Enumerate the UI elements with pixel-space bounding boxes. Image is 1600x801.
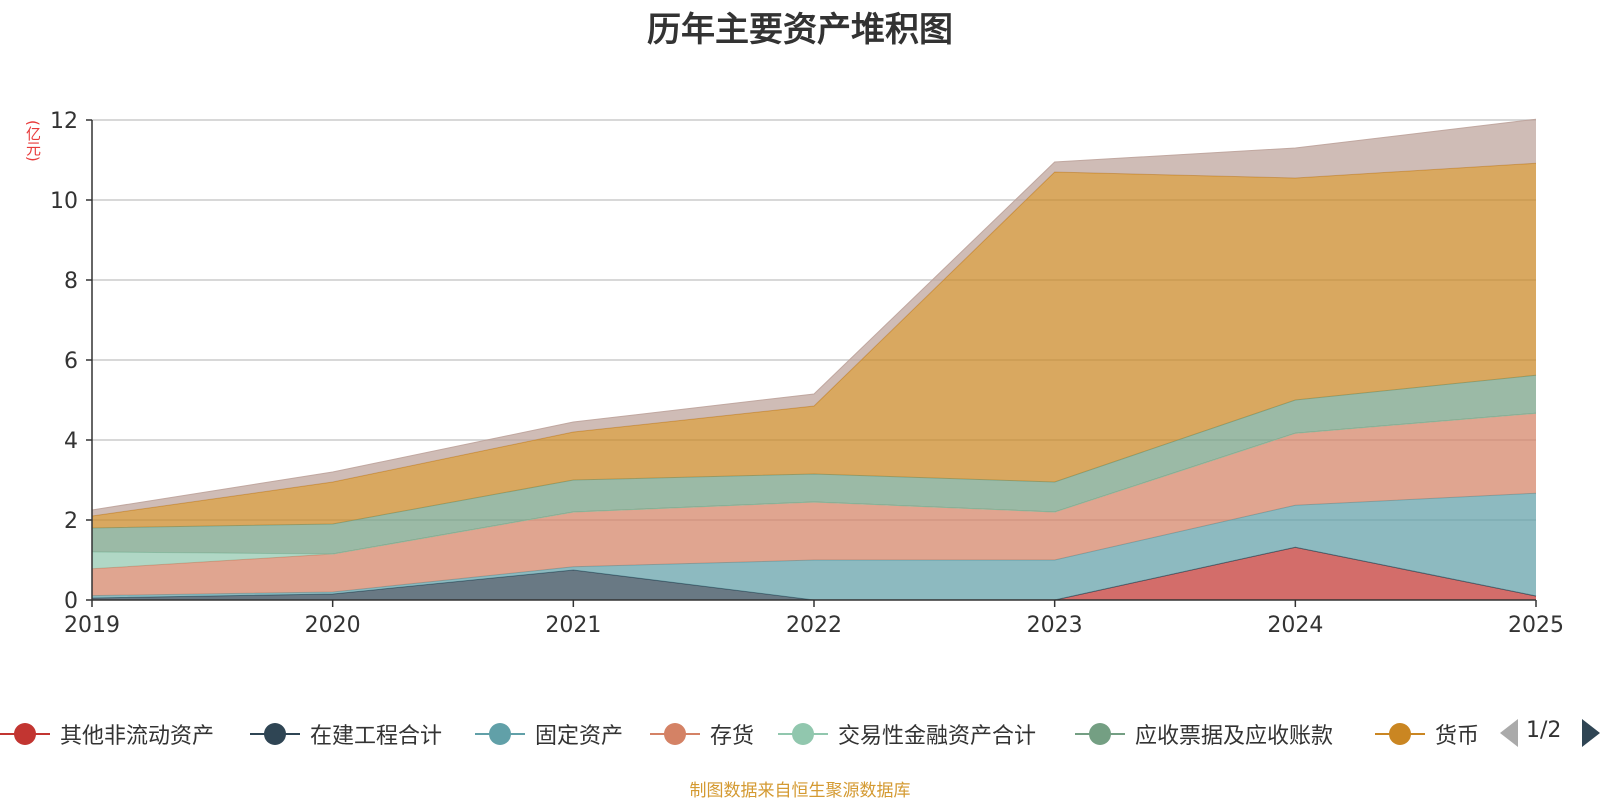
legend-marker-icon xyxy=(250,714,300,754)
legend-prev-page-icon[interactable] xyxy=(1500,719,1518,747)
legend-marker-icon xyxy=(1375,714,1425,754)
legend-label: 其他非流动资产 xyxy=(60,724,215,749)
legend-label: 应收票据及应收账款 xyxy=(1135,724,1334,749)
legend-label: 固定资产 xyxy=(535,724,624,749)
legend-item[interactable]: 其他非流动资产 xyxy=(0,714,214,754)
area-series-0 xyxy=(92,547,1536,600)
legend-pager: 1/2 xyxy=(1500,714,1600,754)
legend-marker-icon xyxy=(650,714,700,754)
legend-item[interactable]: 应收票据及应收账款 xyxy=(1075,714,1333,754)
legend-label: 交易性金融资产合计 xyxy=(838,724,1037,749)
legend-label: 存货 xyxy=(710,724,755,749)
legend-page-indicator: 1/2 xyxy=(1526,718,1562,743)
x-tick-label: 2019 xyxy=(64,613,120,638)
legend-label: 在建工程合计 xyxy=(310,724,443,749)
legend: 其他非流动资产 在建工程合计 固定资产 存货 交易性金融资产合计 应收票据及应收账款 货币 xyxy=(0,714,1600,754)
chart-title: 历年主要资产堆积图 xyxy=(647,10,953,50)
x-tick-label: 2021 xyxy=(545,613,601,638)
legend-item[interactable]: 交易性金融资产合计 xyxy=(778,714,1036,754)
y-tick-label: 12 xyxy=(50,109,78,134)
x-tick-label: 2022 xyxy=(786,613,842,638)
legend-marker-icon xyxy=(778,714,828,754)
y-tick-label: 6 xyxy=(64,349,78,374)
area-series-6 xyxy=(92,163,1536,528)
x-tick-label: 2023 xyxy=(1027,613,1083,638)
x-tick-label: 2024 xyxy=(1267,613,1323,638)
legend-label: 货币 xyxy=(1435,724,1480,749)
x-tick-label: 2020 xyxy=(305,613,361,638)
area-series-2 xyxy=(92,493,1536,600)
y-tick-label: 2 xyxy=(64,509,78,534)
legend-next-page-icon[interactable] xyxy=(1582,719,1600,747)
y-tick-label: 0 xyxy=(64,589,78,614)
area-series-line-7 xyxy=(91,118,1537,511)
legend-item[interactable]: 存货 xyxy=(650,714,754,754)
area-series-1 xyxy=(92,547,1536,600)
y-axis-unit-label: (亿元) xyxy=(24,120,42,162)
area-series-5 xyxy=(92,375,1536,554)
legend-item[interactable]: 固定资产 xyxy=(475,714,623,754)
area-series-3 xyxy=(92,413,1536,596)
legend-marker-icon xyxy=(475,714,525,754)
legend-item[interactable]: 在建工程合计 xyxy=(250,714,442,754)
y-tick-label: 10 xyxy=(50,189,78,214)
data-source-note: 制图数据来自恒生聚源数据库 xyxy=(689,781,911,801)
legend-item[interactable]: 货币 xyxy=(1375,714,1479,754)
legend-marker-icon xyxy=(1075,714,1125,754)
legend-marker-icon xyxy=(0,714,50,754)
y-tick-label: 8 xyxy=(64,269,78,294)
x-tick-label: 2025 xyxy=(1508,613,1564,638)
area-series-7 xyxy=(92,119,1536,516)
y-tick-label: 4 xyxy=(64,429,78,454)
